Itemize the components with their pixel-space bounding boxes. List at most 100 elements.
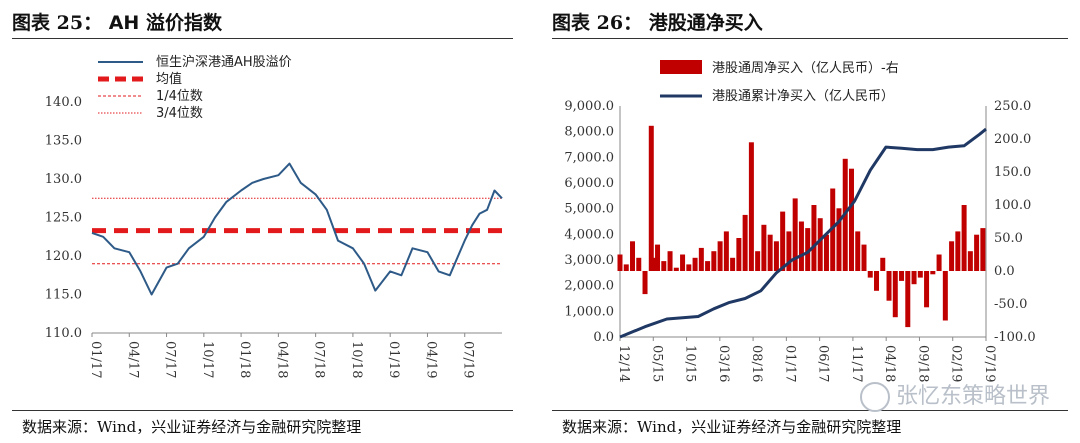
weekly-net-buy-bar — [623, 264, 629, 271]
legend-swatch-weekly — [660, 60, 702, 74]
left-title-prefix: 图表 — [12, 12, 51, 34]
y-left-tick-label: 3,000.0 — [564, 253, 614, 268]
weekly-net-buy-bar — [911, 271, 917, 285]
y-tick-label: 125.0 — [45, 211, 82, 226]
y-left-tick-label: 6,000.0 — [564, 176, 614, 191]
weekly-net-buy-bar — [773, 241, 779, 271]
y-left-tick-label: 7,000.0 — [564, 150, 614, 165]
y-right-tick-label: 150.0 — [994, 165, 1031, 180]
x-tick-label: 07/19 — [461, 341, 476, 378]
x-tick-label: 01/17 — [782, 345, 797, 382]
weekly-net-buy-bar — [711, 251, 717, 271]
weekly-net-buy-bar — [880, 257, 886, 271]
weekly-net-buy-bar — [936, 254, 942, 271]
weekly-net-buy-bar — [967, 251, 973, 271]
weekly-net-buy-bar — [798, 221, 804, 271]
legend-label-q3: 3/4位数 — [156, 106, 203, 121]
x-tick-label: 04/18 — [882, 345, 897, 382]
right-title-text: 港股通净买入 — [648, 12, 763, 34]
legend-label-ah: 恒生沪深港通AH股溢价 — [156, 54, 292, 70]
x-tick-label: 03/16 — [716, 345, 731, 382]
weekly-net-buy-bar — [648, 125, 654, 271]
left-source-note: 数据来源：Wind，兴业证券经济与金融研究院整理 — [22, 418, 362, 436]
y-tick-label: 130.0 — [45, 172, 82, 187]
weekly-net-buy-bar — [698, 247, 704, 271]
y-tick-label: 140.0 — [45, 95, 82, 110]
weekly-net-buy-bar — [874, 271, 880, 291]
x-tick-label: 02/19 — [949, 345, 964, 382]
weekly-net-buy-bar — [792, 198, 798, 271]
weekly-net-buy-bar — [642, 271, 648, 295]
wechat-icon — [859, 382, 890, 412]
left-title-rule — [12, 38, 513, 39]
y-right-tick-label: 100.0 — [994, 198, 1031, 213]
legend-label-mean: 均值 — [156, 71, 182, 87]
right-chart-panel: 图表 26： 港股通净买入 9,000.0 8,000.0 7,000.0 6,000… — [540, 0, 1080, 443]
y-right-tick-label: 250.0 — [994, 99, 1031, 114]
weekly-net-buy-bar — [680, 254, 686, 271]
watermark-text: 张忆东策略世界 — [895, 384, 1050, 409]
weekly-net-buy-bar — [848, 168, 854, 271]
right-title-num: 26： — [596, 12, 643, 34]
x-tick-label: 07/18 — [312, 341, 327, 378]
ah-premium-chart: 140.0 135.0 130.0 125.0 120.0 115.0 110.0 01/17… — [45, 54, 503, 378]
weekly-net-buy-bar — [748, 142, 754, 271]
weekly-net-buy-bar — [667, 251, 673, 271]
weekly-net-buy-bar — [917, 271, 923, 278]
x-tick-label: 10/18 — [349, 341, 364, 378]
y-left-tick-label: 5,000.0 — [564, 202, 614, 217]
y-right-tick-label: -50.0 — [994, 297, 1027, 312]
y-left-tick-label: 0.0 — [593, 330, 614, 345]
weekly-net-buy-bar — [630, 241, 636, 271]
x-tick-label: 12/14 — [616, 345, 631, 382]
weekly-net-buy-bar — [855, 231, 861, 271]
right-title-rule — [552, 38, 1068, 39]
weekly-net-buy-bar — [961, 205, 967, 271]
weekly-net-buy-bar — [723, 231, 729, 271]
weekly-net-buy-bar — [786, 231, 792, 271]
x-tick-label: 10/17 — [200, 341, 215, 378]
left-source-rule — [12, 410, 513, 411]
y-right-tick-label: 0.0 — [994, 264, 1015, 279]
x-tick-label: 09/18 — [915, 345, 930, 382]
y-right-tick-label: 50.0 — [994, 231, 1023, 246]
x-tick-label: 10/15 — [683, 345, 698, 382]
x-tick-label: 08/16 — [749, 345, 764, 382]
weekly-net-buy-bar — [924, 271, 930, 308]
y-left-tick-label: 1,000.0 — [564, 304, 614, 319]
y-left-tick-label: 9,000.0 — [564, 99, 614, 114]
weekly-net-buy-bar — [730, 257, 736, 271]
weekly-net-buy-bar — [755, 251, 761, 271]
weekly-net-buy-bar — [617, 254, 623, 271]
y-tick-label: 115.0 — [45, 288, 82, 303]
weekly-net-buy-bar — [661, 261, 667, 271]
x-tick-label: 04/18 — [274, 341, 289, 378]
x-tick-label: 01/17 — [88, 341, 103, 378]
x-tick-label: 06/17 — [816, 345, 831, 382]
y-left-tick-label: 8,000.0 — [564, 125, 614, 140]
weekly-net-buy-bar — [980, 228, 986, 271]
weekly-net-buy-bar — [930, 271, 936, 275]
y-right-tick-label: -100.0 — [994, 330, 1036, 345]
weekly-net-buy-bar — [823, 234, 829, 271]
left-title-num: 25： — [56, 12, 103, 34]
x-tick-label: 01/19 — [386, 341, 401, 378]
weekly-net-buy-bar — [817, 218, 823, 271]
weekly-net-buy-bar — [692, 257, 698, 271]
left-title-text: AH 溢价指数 — [108, 12, 222, 34]
x-tick-label: 07/17 — [163, 341, 178, 378]
weekly-net-buy-bar — [636, 257, 642, 271]
weekly-net-buy-bar — [955, 231, 961, 271]
left-chart-title: 图表 25： AH 溢价指数 — [12, 8, 222, 35]
weekly-net-buy-bar — [805, 228, 811, 271]
weekly-net-buy-bar — [673, 267, 679, 271]
watermark: 张忆东策略世界 — [859, 378, 1050, 412]
weekly-net-buy-bar — [742, 214, 748, 271]
weekly-net-buy-bar — [780, 211, 786, 271]
weekly-net-buy-bar — [811, 205, 817, 271]
right-source-note: 数据来源：Wind，兴业证券经济与金融研究院整理 — [562, 418, 902, 436]
weekly-net-buy-bar — [867, 271, 873, 278]
cumulative-net-buy-line — [619, 127, 987, 339]
weekly-net-buy-bar — [655, 244, 661, 271]
x-tick-label: 01/18 — [237, 341, 252, 378]
